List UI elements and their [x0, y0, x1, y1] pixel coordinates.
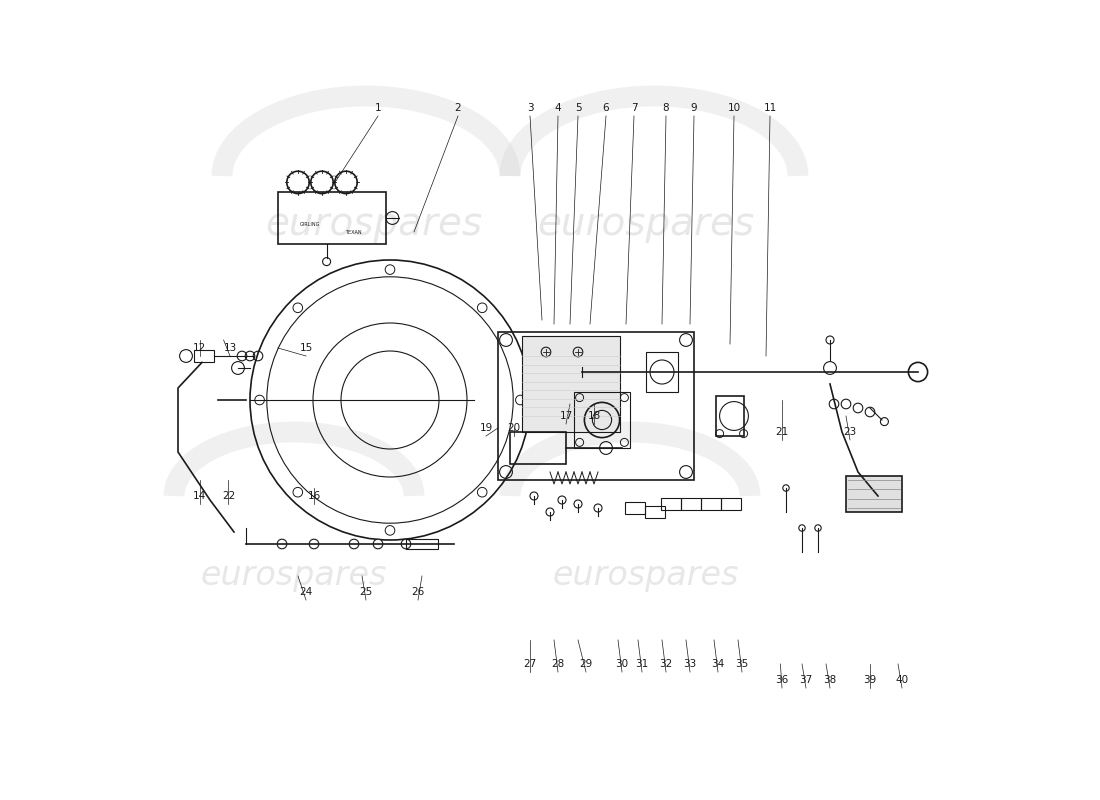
Circle shape: [516, 395, 525, 405]
Text: eurospares: eurospares: [265, 205, 483, 243]
Circle shape: [477, 303, 487, 313]
Text: 29: 29: [580, 659, 593, 669]
Bar: [278, 192, 386, 244]
Text: 23: 23: [844, 427, 857, 437]
Text: 31: 31: [636, 659, 649, 669]
Text: 1: 1: [375, 103, 382, 113]
Bar: [646, 506, 666, 518]
Bar: [625, 502, 646, 514]
Circle shape: [293, 487, 303, 497]
Text: 17: 17: [560, 411, 573, 421]
Text: 14: 14: [192, 491, 206, 501]
Text: 34: 34: [712, 659, 725, 669]
Bar: [498, 332, 694, 480]
Bar: [406, 539, 438, 549]
Circle shape: [373, 539, 383, 549]
Bar: [716, 396, 745, 436]
Text: 40: 40: [895, 675, 909, 685]
Text: 8: 8: [662, 103, 669, 113]
Bar: [522, 336, 620, 432]
Text: 19: 19: [480, 423, 493, 433]
Circle shape: [402, 539, 410, 549]
Text: 15: 15: [299, 343, 312, 353]
Text: 4: 4: [554, 103, 561, 113]
Text: eurospares: eurospares: [201, 559, 387, 593]
Text: 21: 21: [776, 427, 789, 437]
Text: 18: 18: [587, 411, 601, 421]
Text: 32: 32: [659, 659, 672, 669]
Text: 11: 11: [763, 103, 777, 113]
Text: 30: 30: [615, 659, 628, 669]
Text: 27: 27: [524, 659, 537, 669]
Circle shape: [309, 539, 319, 549]
Bar: [681, 498, 701, 510]
Bar: [722, 498, 741, 510]
Circle shape: [477, 487, 487, 497]
Bar: [194, 350, 214, 362]
Circle shape: [349, 539, 359, 549]
Text: 13: 13: [223, 343, 236, 353]
Text: 37: 37: [800, 675, 813, 685]
Bar: [701, 498, 722, 510]
Text: 3: 3: [527, 103, 534, 113]
Bar: [574, 392, 630, 448]
Circle shape: [255, 395, 264, 405]
Text: 28: 28: [551, 659, 564, 669]
Text: 2: 2: [454, 103, 461, 113]
Text: 38: 38: [824, 675, 837, 685]
Text: 36: 36: [776, 675, 789, 685]
Text: TEXAN: TEXAN: [345, 230, 362, 234]
Circle shape: [293, 303, 303, 313]
Text: GIRLING: GIRLING: [300, 222, 320, 227]
Text: 26: 26: [411, 587, 425, 597]
Text: eurospares: eurospares: [538, 205, 755, 243]
Text: 10: 10: [727, 103, 740, 113]
Text: 25: 25: [360, 587, 373, 597]
Text: 7: 7: [630, 103, 637, 113]
Circle shape: [385, 265, 395, 274]
Text: 39: 39: [864, 675, 877, 685]
Bar: [646, 352, 678, 392]
Text: 33: 33: [683, 659, 696, 669]
Text: eurospares: eurospares: [553, 559, 739, 593]
Text: 5: 5: [574, 103, 581, 113]
Text: 9: 9: [691, 103, 697, 113]
Text: 22: 22: [222, 491, 235, 501]
Circle shape: [385, 526, 395, 535]
Text: 16: 16: [307, 491, 320, 501]
Text: 12: 12: [192, 343, 206, 353]
Text: 35: 35: [736, 659, 749, 669]
Circle shape: [277, 539, 287, 549]
Bar: [510, 432, 566, 464]
Text: 20: 20: [507, 423, 520, 433]
Text: 6: 6: [603, 103, 609, 113]
Bar: [846, 476, 902, 512]
Text: 24: 24: [299, 587, 312, 597]
Bar: [661, 498, 681, 510]
